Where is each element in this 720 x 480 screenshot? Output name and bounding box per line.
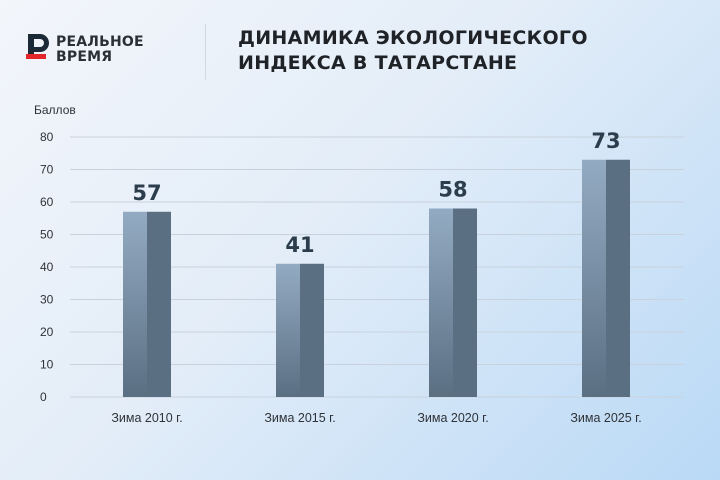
x-category-label-1: Зима 2010 г. — [111, 411, 182, 425]
bar-4 — [582, 159, 630, 397]
bar-3-right-face — [453, 208, 477, 397]
y-tick-label-40: 40 — [40, 260, 54, 274]
y-tick-label-20: 20 — [40, 325, 54, 339]
y-tick-label-80: 80 — [40, 130, 54, 144]
bar-1 — [123, 211, 171, 397]
bar-2 — [276, 263, 324, 397]
chart-title-line1: ДИНАМИКА ЭКОЛОГИЧЕСКОГО — [238, 27, 588, 49]
chart-title-line2: ИНДЕКСА В ТАТАРСТАНЕ — [238, 52, 518, 74]
bar-1-left-face — [123, 211, 147, 397]
value-label-1: 57 — [132, 181, 161, 205]
chart-title: ДИНАМИКА ЭКОЛОГИЧЕСКОГО ИНДЕКСА В ТАТАРС… — [238, 26, 588, 76]
brand-name: РЕАЛЬНОЕ ВРЕМЯ — [56, 35, 144, 65]
y-tick-label-50: 50 — [40, 228, 54, 242]
value-label-2: 41 — [285, 233, 314, 257]
value-labels: 57 41 58 73 — [132, 129, 620, 257]
y-axis-label: Баллов — [34, 103, 76, 117]
brand-logo[interactable]: РЕАЛЬНОЕ ВРЕМЯ — [26, 34, 166, 68]
y-tick-labels: 0 10 20 30 40 50 60 70 80 — [40, 130, 54, 404]
y-tick-label-70: 70 — [40, 163, 54, 177]
logo-mark-bottom — [26, 54, 46, 59]
bar-1-right-face — [147, 211, 171, 397]
bar-2-left-face — [276, 263, 300, 397]
bar-4-left-face — [582, 159, 606, 397]
brand-logo-icon — [26, 34, 49, 59]
value-label-3: 58 — [438, 178, 467, 202]
bar-3 — [429, 208, 477, 397]
grid-lines — [70, 136, 684, 398]
x-category-labels: Зима 2010 г. Зима 2015 г. Зима 2020 г. Зима… — [111, 411, 641, 425]
value-label-4: 73 — [591, 129, 620, 153]
bar-3-left-face — [429, 208, 453, 397]
brand-line1: РЕАЛЬНОЕ — [56, 34, 144, 50]
y-tick-label-10: 10 — [40, 358, 54, 372]
x-category-label-4: Зима 2025 г. — [570, 411, 641, 425]
y-tick-label-0: 0 — [40, 390, 47, 404]
brand-line2: ВРЕМЯ — [56, 49, 113, 65]
bar-2-right-face — [300, 263, 324, 397]
bars — [123, 159, 630, 397]
header-divider — [205, 24, 206, 80]
bar-4-right-face — [606, 159, 630, 397]
x-category-label-3: Зима 2020 г. — [417, 411, 488, 425]
logo-mark-top — [28, 34, 49, 58]
y-tick-label-30: 30 — [40, 293, 54, 307]
header: РЕАЛЬНОЕ ВРЕМЯ ДИНАМИКА ЭКОЛОГИЧЕСКОГО И… — [0, 0, 720, 100]
x-category-label-2: Зима 2015 г. — [264, 411, 335, 425]
y-tick-label-60: 60 — [40, 195, 54, 209]
